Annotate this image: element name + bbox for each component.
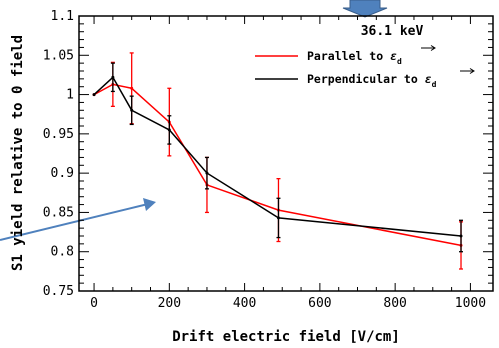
pointer-arrow-line [0,203,149,241]
legend-label-parallel-text: Parallel to [307,49,390,63]
legend-label-parallel: Parallel to εd [307,49,402,66]
legend-label-perpendicular-text: Perpendicular to [307,72,425,86]
data-point [92,93,96,97]
y-tick-label: 0.8 [51,245,74,260]
data-point [459,234,463,238]
legend-arrowhead-perpendicular [469,68,475,74]
y-tick-label: 1 [66,88,74,103]
x-tick-label: 600 [308,296,331,311]
axis-ticks [79,15,493,292]
x-tick-labels: 0 200 400 600 800 1000 [90,296,486,311]
y-tick-labels: 0.75 0.8 0.85 0.9 0.95 1 1.05 1.1 [43,9,74,299]
y-tick-label: 0.75 [43,284,74,299]
data-point [130,86,134,90]
y-tick-label: 0.85 [43,205,74,220]
legend-label-perpendicular-symbol: ε [425,72,432,86]
top-arrow-shape [342,0,388,18]
y-tick-label: 1.05 [43,48,74,63]
x-axis-title: Drift electric field [V/cm] [172,329,400,345]
data-point [111,75,115,79]
x-tick-label: 800 [383,296,406,311]
legend-label-perpendicular: Perpendicular to εd [307,72,437,89]
data-series [92,52,464,270]
legend-label-parallel-symbol: ε [390,49,397,63]
y-axis-title: S1 yield relative to 0 field [10,35,26,271]
energy-annotation: 36.1 keV [361,24,424,39]
data-point [130,108,134,112]
legend: Parallel to εd Perpendicular to εd [255,45,475,89]
y-tick-label: 0.95 [43,127,74,142]
data-point [205,171,209,175]
x-tick-label: 400 [233,296,256,311]
x-tick-label: 0 [90,296,98,311]
data-point [276,216,280,220]
series-line [93,83,462,247]
y-tick-label: 0.9 [51,166,74,181]
legend-label-perpendicular-sub: d [432,80,437,89]
pointer-arrow-head [143,198,156,211]
series-line [93,76,462,237]
data-point [167,128,171,132]
y-tick-label: 1.1 [51,9,74,24]
series-1 [92,62,464,253]
legend-label-parallel-sub: d [397,57,402,66]
x-tick-label: 1000 [455,296,486,311]
legend-arrowhead-parallel [430,45,436,51]
plot-frame [78,15,494,292]
x-tick-label: 200 [158,296,181,311]
